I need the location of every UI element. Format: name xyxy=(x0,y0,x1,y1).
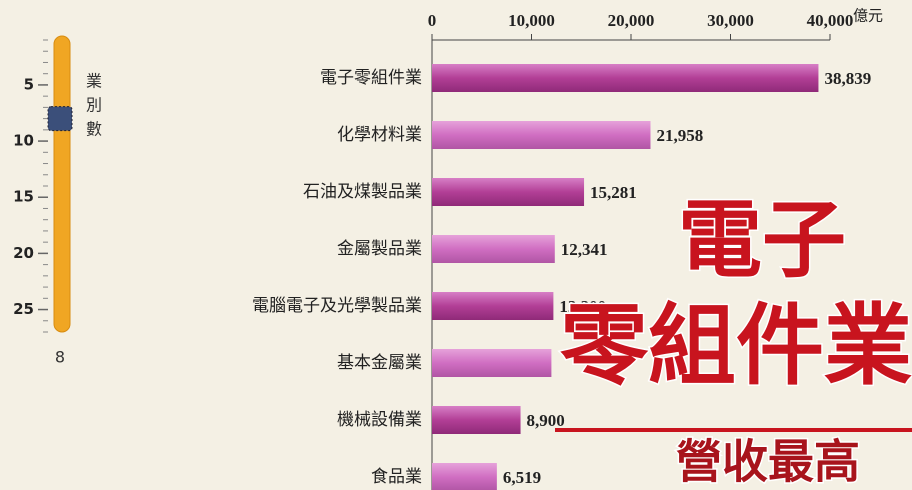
data-label: 8,900 xyxy=(527,411,565,430)
bar xyxy=(432,349,552,377)
slider-handle[interactable] xyxy=(47,106,73,132)
slider-value: 8 xyxy=(55,348,65,367)
slider-tick-label: 10 xyxy=(13,132,34,150)
bar xyxy=(432,235,555,263)
y-tick-label: 機械設備業 xyxy=(337,410,422,430)
overlay: 電子 零組件業 營收最高 xyxy=(555,189,912,490)
y-tick-label: 金屬製品業 xyxy=(337,239,422,259)
slider-label: 別 xyxy=(86,96,102,115)
slider-tick-label: 20 xyxy=(13,244,34,262)
x-tick-label: 10,000 xyxy=(508,11,555,30)
overlay-title: 電子 xyxy=(678,191,846,289)
data-label: 12,200 xyxy=(559,297,606,316)
bar xyxy=(432,463,497,490)
overlay-subtitle: 營收最高 xyxy=(676,435,860,489)
slider-label: 業 xyxy=(86,72,102,91)
data-label: 12,341 xyxy=(561,240,608,259)
bar xyxy=(432,121,651,149)
unit-label: 億元 xyxy=(853,7,883,25)
bar xyxy=(432,178,585,206)
bar xyxy=(432,292,554,320)
data-label: 38,839 xyxy=(824,69,871,88)
y-tick-label: 電子零組件業 xyxy=(320,68,422,88)
y-tick-label: 電腦電子及光學製品業 xyxy=(252,296,422,316)
slider-track[interactable] xyxy=(53,35,71,333)
bar xyxy=(432,64,819,92)
y-tick-label: 食品業 xyxy=(371,467,422,487)
overlay-title: 零組件業 xyxy=(560,294,912,397)
y-tick-label: 基本金屬業 xyxy=(337,353,422,373)
slider-tick-label: 15 xyxy=(13,188,34,206)
bar xyxy=(432,406,521,434)
x-tick-label: 0 xyxy=(428,11,437,30)
x-tick-label: 30,000 xyxy=(707,11,754,30)
x-tick-label: 20,000 xyxy=(608,11,655,30)
data-label: 21,958 xyxy=(656,126,703,145)
y-tick-label: 石油及煤製品業 xyxy=(303,182,422,202)
slider-tick-label: 25 xyxy=(13,300,34,318)
slider-tick-label: 5 xyxy=(24,75,34,93)
slider-label: 數 xyxy=(86,120,102,139)
y-tick-label: 化學材料業 xyxy=(337,125,422,145)
data-label: 15,281 xyxy=(590,183,637,202)
data-label: 6,519 xyxy=(503,468,541,487)
x-tick-label: 40,000 xyxy=(807,11,854,30)
slider[interactable]: 5 10 15 20 25 業別數 8 xyxy=(13,35,102,367)
